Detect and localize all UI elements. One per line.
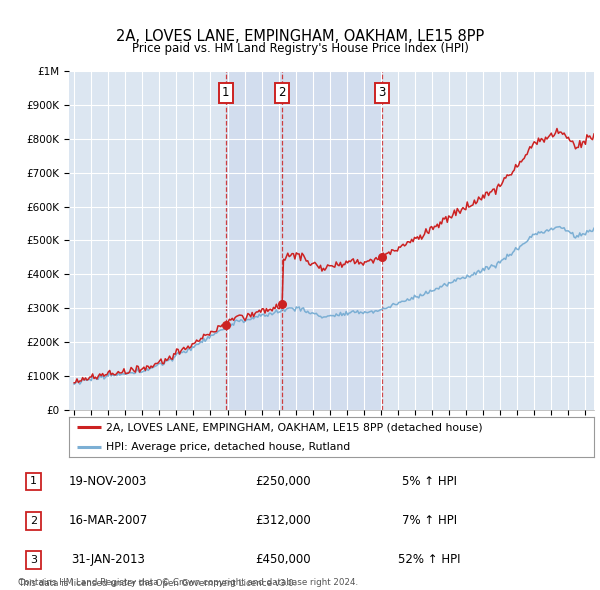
Text: Contains HM Land Registry data © Crown copyright and database right 2024.: Contains HM Land Registry data © Crown c… xyxy=(18,578,358,587)
Text: 1: 1 xyxy=(30,477,37,486)
Text: HPI: Average price, detached house, Rutland: HPI: Average price, detached house, Rutl… xyxy=(106,442,350,452)
Text: 2A, LOVES LANE, EMPINGHAM, OAKHAM, LE15 8PP: 2A, LOVES LANE, EMPINGHAM, OAKHAM, LE15 … xyxy=(116,29,484,44)
Text: 3: 3 xyxy=(30,555,37,565)
Text: 52% ↑ HPI: 52% ↑ HPI xyxy=(398,553,461,566)
Text: 2A, LOVES LANE, EMPINGHAM, OAKHAM, LE15 8PP (detached house): 2A, LOVES LANE, EMPINGHAM, OAKHAM, LE15 … xyxy=(106,422,482,432)
Text: 2: 2 xyxy=(278,86,286,99)
Text: 19-NOV-2003: 19-NOV-2003 xyxy=(69,475,148,488)
Bar xyxy=(226,71,282,410)
Text: This data is licensed under the Open Government Licence v3.0.: This data is licensed under the Open Gov… xyxy=(18,579,296,588)
Text: 16-MAR-2007: 16-MAR-2007 xyxy=(68,514,148,527)
Text: 3: 3 xyxy=(379,86,386,99)
Text: 31-JAN-2013: 31-JAN-2013 xyxy=(71,553,145,566)
Text: £312,000: £312,000 xyxy=(255,514,311,527)
Text: 7% ↑ HPI: 7% ↑ HPI xyxy=(402,514,457,527)
Text: 2: 2 xyxy=(30,516,37,526)
Bar xyxy=(282,71,382,410)
Text: £450,000: £450,000 xyxy=(255,553,311,566)
Text: 5% ↑ HPI: 5% ↑ HPI xyxy=(402,475,457,488)
Text: £250,000: £250,000 xyxy=(255,475,311,488)
Text: 1: 1 xyxy=(222,86,229,99)
Text: Price paid vs. HM Land Registry's House Price Index (HPI): Price paid vs. HM Land Registry's House … xyxy=(131,42,469,55)
